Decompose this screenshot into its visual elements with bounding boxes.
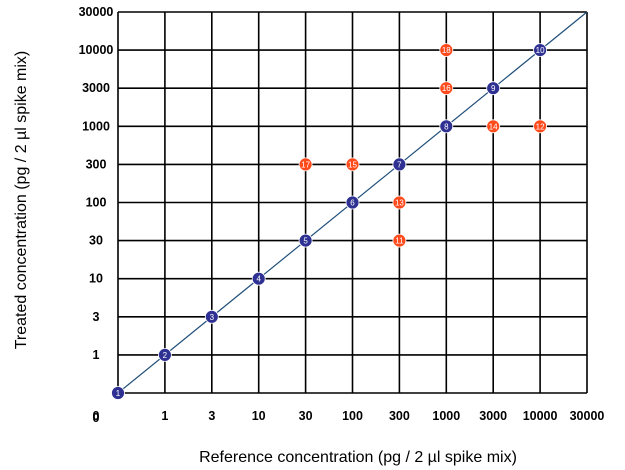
data-point-label: 7 [397, 160, 402, 169]
data-point [439, 81, 454, 96]
x-tick-label: 30 [299, 409, 313, 423]
x-tick-labels: 0 1 3 10 30 100 300 1000 3000 10000 30000 [93, 409, 605, 423]
data-point [204, 309, 219, 324]
data-point [345, 157, 360, 172]
x-tick-label: 1 [161, 409, 168, 423]
data-point-label: 12 [536, 122, 545, 131]
data-point [298, 157, 313, 172]
x-tick-label: 300 [389, 409, 410, 423]
y-tick-label: 300 [86, 157, 107, 171]
y-tick-label: 30000 [79, 5, 114, 19]
data-point [486, 119, 501, 134]
y-tick-label: 1 [93, 348, 100, 362]
data-point-label: 13 [395, 199, 404, 208]
data-point [533, 119, 547, 134]
data-point [111, 386, 125, 400]
x-tick-label: 100 [342, 409, 363, 423]
data-point [298, 233, 313, 248]
data-point [392, 233, 407, 248]
data-point-label: 14 [489, 122, 498, 131]
y-tick-label: 1000 [82, 119, 110, 133]
data-point [486, 81, 501, 96]
data-point [157, 347, 172, 362]
data-point-label: 6 [350, 199, 355, 208]
data-point [345, 195, 360, 210]
x-tick-label: 3000 [479, 409, 507, 423]
data-point [392, 157, 407, 172]
data-point-label: 9 [491, 84, 496, 93]
data-point-label: 1 [116, 389, 121, 398]
x-tick-label: 1000 [432, 409, 460, 423]
y-tick-label: 100 [86, 196, 107, 210]
data-point-label: 4 [256, 275, 261, 284]
data-point-label: 18 [442, 46, 451, 55]
data-point [392, 195, 407, 210]
x-tick-label: 10 [252, 409, 266, 423]
data-point-label: 10 [536, 46, 545, 55]
data-point-label: 15 [348, 160, 357, 169]
data-point-label: 8 [444, 122, 449, 131]
data-point [439, 43, 454, 57]
data-point [439, 119, 454, 134]
y-tick-label: 10000 [79, 43, 114, 57]
y-tick-label: 0 [93, 411, 100, 425]
y-tick-label: 30 [89, 234, 103, 248]
x-tick-label: 10000 [523, 409, 558, 423]
data-point-label: 16 [442, 84, 451, 93]
x-axis-label: Reference concentration (pg / 2 µl spike… [199, 449, 517, 466]
y-axis-label: Treated concentration (pg / 2 µl spike m… [13, 51, 30, 350]
y-tick-label: 10 [89, 272, 103, 286]
x-tick-label: 30000 [570, 409, 605, 423]
data-point-label: 3 [210, 313, 215, 322]
y-tick-label: 3000 [82, 81, 110, 95]
data-point-label: 5 [303, 237, 308, 246]
y-tick-labels: 0 1 3 10 30 100 300 1000 3000 10000 30000 [79, 5, 114, 425]
data-point [251, 271, 266, 286]
x-tick-label: 3 [208, 409, 215, 423]
data-point-label: 17 [301, 160, 310, 169]
data-point-label: 2 [163, 351, 168, 360]
data-point-label: 11 [395, 237, 404, 246]
x-tick-label: 0 [93, 409, 100, 423]
y-tick-label: 3 [93, 310, 100, 324]
data-point [533, 43, 547, 57]
